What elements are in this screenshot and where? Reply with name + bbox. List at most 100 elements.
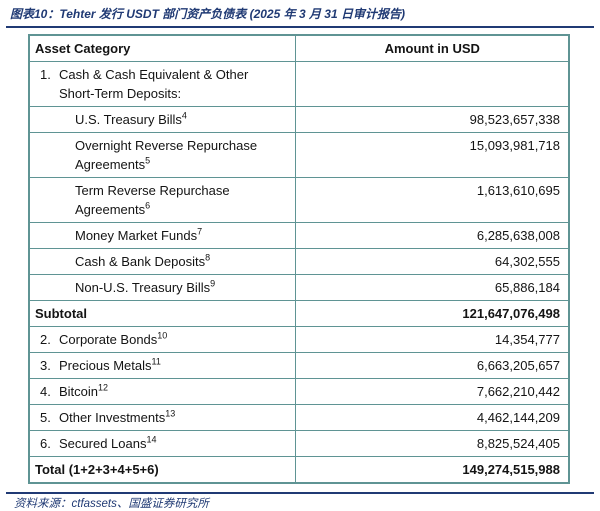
amount-cell <box>294 61 570 107</box>
footnote-ref: 14 <box>146 434 157 445</box>
row-us-treasury-bills: U.S. Treasury Bills4 98,523,657,338 <box>28 106 570 133</box>
footnote-ref: 12 <box>98 382 109 393</box>
footnote-ref: 7 <box>197 226 203 237</box>
row-number: 1. <box>40 67 51 82</box>
asset-label: Subtotal <box>35 306 87 321</box>
table-header-row: Asset Category Amount in USD <box>28 34 570 62</box>
amount-cell: 149,274,515,988 <box>294 456 570 484</box>
row-corporate-bonds: 2. Corporate Bonds10 14,354,777 <box>28 326 570 353</box>
asset-label-text: Overnight Reverse Repurchase Agreements <box>75 138 258 172</box>
amount-cell: 1,613,610,695 <box>294 177 570 223</box>
row-other-investments: 5. Other Investments13 4,462,144,209 <box>28 404 570 431</box>
asset-label-text: Money Market Funds <box>75 228 198 243</box>
amount-value: 6,663,205,657 <box>476 358 560 373</box>
amount-cell: 4,462,144,209 <box>294 404 570 431</box>
asset-label-text: U.S. Treasury Bills <box>75 112 182 127</box>
row-precious-metals: 3. Precious Metals11 6,663,205,657 <box>28 352 570 379</box>
asset-label-text: Non-U.S. Treasury Bills <box>75 280 211 295</box>
asset-label-text: Term Reverse Repurchase Agreements <box>75 183 230 217</box>
asset-label-cell: Non-U.S. Treasury Bills9 <box>28 274 296 301</box>
row-non-us-treasury-bills: Non-U.S. Treasury Bills9 65,886,184 <box>28 274 570 301</box>
row-overnight-reverse-repo: Overnight Reverse Repurchase Agreements5… <box>28 132 570 178</box>
asset-label-cell: Subtotal <box>28 300 296 327</box>
asset-label-cell: Total (1+2+3+4+5+6) <box>28 456 296 484</box>
col-header-asset-category: Asset Category <box>28 34 296 62</box>
amount-cell: 7,662,210,442 <box>294 378 570 405</box>
row-cash-equivalents-group: 1. Cash & Cash Equivalent & Other Short-T… <box>28 61 570 107</box>
asset-label: Money Market Funds7 <box>75 226 202 245</box>
asset-label-cell: Cash & Bank Deposits8 <box>28 248 296 275</box>
asset-label: Cash & Bank Deposits8 <box>75 252 210 271</box>
amount-cell: 14,354,777 <box>294 326 570 353</box>
amount-value: 14,354,777 <box>494 332 560 347</box>
amount-cell: 65,886,184 <box>294 274 570 301</box>
row-subtotal: Subtotal 121,647,076,498 <box>28 300 570 327</box>
row-number: 5. <box>40 410 51 425</box>
asset-label: Corporate Bonds10 <box>59 330 167 349</box>
amount-value: 4,462,144,209 <box>476 410 560 425</box>
asset-label-cell: U.S. Treasury Bills4 <box>28 106 296 133</box>
amount-cell: 8,825,524,405 <box>294 430 570 457</box>
row-secured-loans: 6. Secured Loans14 8,825,524,405 <box>28 430 570 457</box>
footnote-ref: 4 <box>181 110 187 121</box>
asset-label-cell: 1. Cash & Cash Equivalent & Other Short-T… <box>28 61 296 107</box>
row-term-reverse-repo: Term Reverse Repurchase Agreements6 1,61… <box>28 177 570 223</box>
asset-label-text: Corporate Bonds <box>59 332 158 347</box>
amount-value: 7,662,210,442 <box>476 384 560 399</box>
asset-label-cell: 3. Precious Metals11 <box>28 352 296 379</box>
amount-value: 6,285,638,008 <box>476 228 560 243</box>
top-divider <box>6 26 594 28</box>
amount-cell: 121,647,076,498 <box>294 300 570 327</box>
asset-label: Non-U.S. Treasury Bills9 <box>75 278 215 297</box>
asset-label-cell: 6. Secured Loans14 <box>28 430 296 457</box>
asset-label-text: Bitcoin <box>59 384 99 399</box>
row-bitcoin: 4. Bitcoin12 7,662,210,442 <box>28 378 570 405</box>
amount-value: 98,523,657,338 <box>469 112 560 127</box>
row-total: Total (1+2+3+4+5+6) 149,274,515,988 <box>28 456 570 484</box>
row-number: 4. <box>40 384 51 399</box>
row-money-market-funds: Money Market Funds7 6,285,638,008 <box>28 222 570 249</box>
footnote-ref: 8 <box>205 252 211 263</box>
footnote-ref: 5 <box>145 155 151 166</box>
footnote-ref: 6 <box>145 200 151 211</box>
asset-label-cell: Money Market Funds7 <box>28 222 296 249</box>
asset-label: U.S. Treasury Bills4 <box>75 110 187 129</box>
asset-label: Bitcoin12 <box>59 382 108 401</box>
row-number: 6. <box>40 436 51 451</box>
footnote-ref: 11 <box>151 356 161 367</box>
amount-value: 8,825,524,405 <box>476 436 560 451</box>
amount-cell: 6,285,638,008 <box>294 222 570 249</box>
figure-title: 图表10：Tehter 发行 USDT 部门资产负债表 (2025 年 3 月 … <box>10 7 405 21</box>
asset-label-text: Secured Loans <box>59 436 147 451</box>
asset-label-cell: 2. Corporate Bonds10 <box>28 326 296 353</box>
amount-value: 65,886,184 <box>494 280 560 295</box>
footnote-ref: 10 <box>157 330 168 341</box>
asset-table: Asset Category Amount in USD 1. Cash & Ca… <box>28 34 570 484</box>
amount-value: 149,274,515,988 <box>462 462 560 477</box>
asset-label: Cash & Cash Equivalent & Other Short-Ter… <box>59 67 249 101</box>
asset-label: Total (1+2+3+4+5+6) <box>35 462 159 477</box>
asset-label: Term Reverse Repurchase Agreements6 <box>75 181 291 219</box>
asset-label: Secured Loans14 <box>59 434 156 453</box>
asset-label-text: Other Investments <box>59 410 166 425</box>
asset-label: Other Investments13 <box>59 408 175 427</box>
bottom-divider <box>6 492 594 494</box>
col-header-amount-usd: Amount in USD <box>294 34 570 62</box>
amount-value: 1,613,610,695 <box>476 183 560 198</box>
asset-label-cell: Overnight Reverse Repurchase Agreements5 <box>28 132 296 178</box>
amount-value: 64,302,555 <box>494 254 560 269</box>
amount-value: 121,647,076,498 <box>462 306 560 321</box>
asset-label-cell: 4. Bitcoin12 <box>28 378 296 405</box>
footnote-ref: 9 <box>210 278 216 289</box>
amount-cell: 15,093,981,718 <box>294 132 570 178</box>
amount-cell: 64,302,555 <box>294 248 570 275</box>
row-number: 2. <box>40 332 51 347</box>
footnote-ref: 13 <box>165 408 176 419</box>
amount-value: 15,093,981,718 <box>469 138 560 153</box>
row-cash-bank-deposits: Cash & Bank Deposits8 64,302,555 <box>28 248 570 275</box>
asset-label-cell: 5. Other Investments13 <box>28 404 296 431</box>
row-number: 3. <box>40 358 51 373</box>
asset-label: Precious Metals11 <box>59 356 161 375</box>
asset-label: Overnight Reverse Repurchase Agreements5 <box>75 136 291 174</box>
asset-label-text: Cash & Bank Deposits <box>75 254 206 269</box>
